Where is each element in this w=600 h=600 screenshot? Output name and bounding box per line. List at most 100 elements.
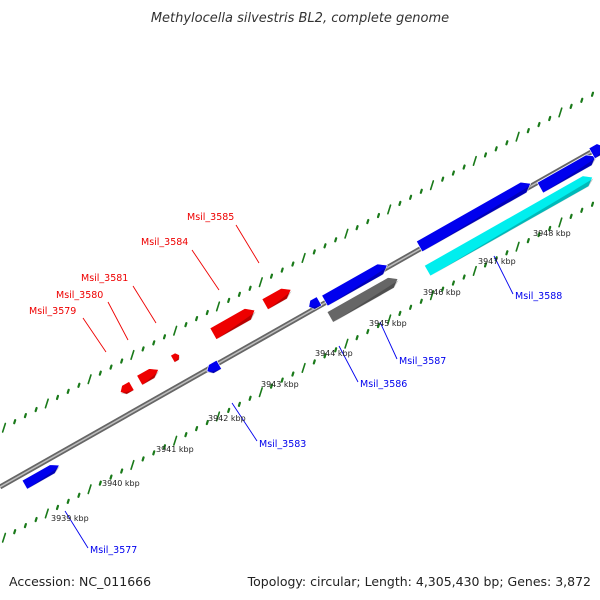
minor-tick: [184, 322, 188, 328]
gene-label[interactable]: Msil_3586: [360, 379, 407, 390]
reverse-gene-feature[interactable]: [209, 305, 258, 340]
forward-gene-feature[interactable]: [306, 296, 323, 312]
gene-label[interactable]: Msil_3579: [29, 306, 76, 317]
gene-feature-shade: [543, 157, 597, 193]
minor-tick: [312, 249, 316, 255]
major-tick: [387, 314, 392, 325]
forward-gene-feature[interactable]: [21, 461, 62, 490]
minor-tick: [580, 97, 584, 103]
gene-label[interactable]: Msil_3577: [90, 545, 137, 556]
genome-summary: Topology: circular; Length: 4,305,430 bp…: [247, 574, 591, 589]
minor-tick: [23, 522, 27, 529]
major-tick: [344, 228, 349, 239]
minor-tick: [462, 164, 466, 170]
minor-tick: [398, 310, 402, 317]
other-gene-feature[interactable]: [326, 274, 401, 323]
gene-label[interactable]: Msil_3588: [515, 291, 562, 302]
label-leaders: [64, 224, 514, 549]
label-leader-line: [493, 255, 514, 295]
forward-gene-feature[interactable]: [204, 359, 222, 376]
forward-gene-feature[interactable]: [588, 141, 600, 160]
label-leader-line: [107, 301, 129, 341]
minor-tick: [195, 425, 199, 432]
gene-label[interactable]: Msil_3585: [187, 212, 234, 223]
forward-gene-feature[interactable]: [536, 151, 599, 194]
minor-tick: [366, 328, 370, 335]
minor-tick: [366, 218, 370, 225]
tick-label: 3945 kbp: [369, 319, 407, 328]
minor-tick: [141, 456, 145, 462]
major-tick: [215, 411, 221, 422]
minor-tick: [376, 322, 381, 329]
label-leader-line: [235, 224, 260, 264]
label-leader-line: [338, 345, 359, 383]
major-tick: [44, 508, 49, 519]
gene-label[interactable]: Msil_3581: [81, 273, 128, 284]
minor-tick: [323, 243, 327, 249]
rrna-gene-feature[interactable]: [423, 172, 595, 277]
minor-tick: [441, 286, 445, 292]
major-tick: [173, 435, 178, 446]
major-tick: [387, 204, 392, 215]
tick-label: 3942 kbp: [208, 414, 246, 423]
minor-tick: [334, 237, 338, 243]
minor-tick: [355, 335, 359, 341]
minor-tick: [66, 388, 70, 394]
minor-tick: [580, 207, 584, 213]
minor-tick: [55, 394, 60, 401]
minor-tick: [590, 201, 595, 207]
major-tick: [87, 374, 92, 385]
minor-tick: [323, 353, 327, 359]
label-leader-line: [64, 510, 89, 549]
accession-label: Accession: NC_011666: [9, 574, 151, 589]
reverse-gene-feature[interactable]: [170, 352, 182, 363]
minor-tick: [526, 128, 530, 134]
feature-layer: [21, 141, 600, 490]
gene-label[interactable]: Msil_3583: [259, 439, 306, 450]
minor-tick: [569, 213, 573, 219]
tick-label: 3943 kbp: [261, 380, 299, 389]
minor-tick: [462, 274, 466, 280]
forward-gene-feature[interactable]: [321, 260, 391, 307]
minor-tick: [409, 304, 413, 310]
gene-feature-shade: [207, 368, 222, 374]
gene-label[interactable]: Msil_3587: [399, 356, 446, 367]
minor-tick: [312, 359, 316, 365]
minor-tick: [34, 406, 38, 413]
gene-label[interactable]: Msil_3584: [141, 237, 188, 248]
tick-label-layer: 3939 kbp 3940 kbp 3941 kbp 3942 kbp 3943 kbp…: [51, 229, 571, 523]
major-tick: [1, 422, 7, 433]
minor-tick: [548, 115, 552, 122]
forward-gene-feature[interactable]: [415, 178, 533, 253]
minor-tick: [152, 450, 156, 456]
reverse-gene-feature[interactable]: [118, 381, 135, 396]
major-tick: [558, 107, 563, 118]
gene-label[interactable]: Msil_3580: [56, 290, 103, 301]
map-title: Methylocella silvestris BL2, complete ge…: [151, 11, 449, 26]
minor-tick: [451, 280, 455, 286]
reverse-gene-feature[interactable]: [136, 365, 162, 386]
major-tick: [258, 387, 263, 398]
label-leader-line: [379, 321, 398, 360]
minor-tick: [205, 309, 209, 316]
tick-label: 3944 kbp: [315, 349, 353, 358]
minor-tick: [548, 225, 552, 232]
minor-tick: [77, 382, 81, 388]
gene-feature-shade: [120, 390, 135, 395]
minor-tick: [227, 407, 231, 414]
minor-tick: [98, 480, 102, 486]
reverse-gene-feature[interactable]: [261, 284, 294, 311]
minor-tick: [590, 91, 595, 97]
tick-label: 3941 kbp: [156, 445, 194, 454]
major-tick: [301, 252, 306, 264]
minor-tick: [376, 212, 381, 219]
minor-tick: [280, 267, 284, 273]
label-leader-line: [231, 402, 258, 442]
minor-tick: [248, 395, 252, 401]
minor-tick: [34, 516, 38, 523]
minor-tick: [152, 340, 156, 346]
minor-tick: [248, 285, 252, 291]
minor-tick: [120, 468, 124, 474]
